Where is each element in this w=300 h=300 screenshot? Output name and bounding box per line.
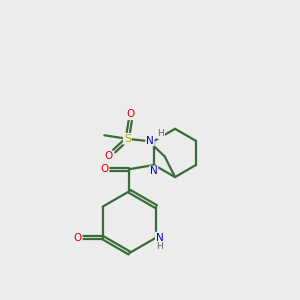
Text: S: S: [124, 134, 131, 144]
Text: O: O: [126, 109, 134, 119]
Text: N: N: [156, 232, 164, 243]
Text: O: O: [105, 152, 113, 161]
Text: O: O: [100, 164, 109, 174]
Text: O: O: [74, 232, 82, 243]
Text: H: H: [158, 129, 164, 138]
Text: N: N: [146, 136, 154, 146]
Text: N: N: [150, 167, 158, 176]
Text: H: H: [156, 242, 163, 251]
